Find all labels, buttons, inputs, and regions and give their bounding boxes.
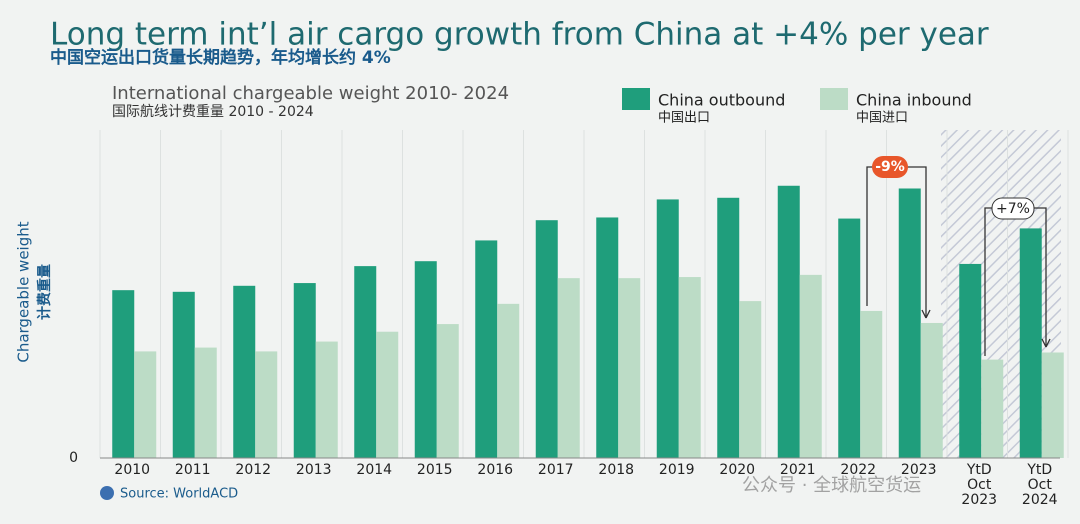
x-tick-label: 2021: [779, 462, 816, 478]
watermark: 公众号 · 全球航空货运: [742, 475, 921, 496]
arrowhead: [921, 309, 931, 319]
badge: [991, 197, 1035, 220]
bar: [112, 290, 135, 458]
legend-label: China inbound: [856, 91, 972, 110]
y-tick-label: 0: [69, 450, 78, 466]
legend-label-zh: 中国进口: [856, 111, 908, 126]
x-tick-label: 2014: [356, 462, 393, 478]
bar: [678, 277, 701, 458]
bar: [739, 301, 762, 458]
x-tick-label: 2015: [416, 462, 453, 478]
x-tick-label: YtD Oct 2024: [1021, 462, 1058, 508]
annotation: -9%: [875, 159, 905, 175]
arrow-2024: [984, 207, 1047, 356]
source: Source: WorldACD: [120, 487, 238, 502]
bar: [656, 199, 679, 458]
bar: [959, 263, 982, 458]
bar: [860, 310, 883, 458]
badge: [872, 156, 908, 178]
annotation: +7%: [996, 201, 1030, 217]
bar: [777, 185, 800, 458]
bar: [134, 351, 157, 458]
bar: [618, 278, 641, 458]
arrows: [866, 166, 1051, 356]
bar: [1041, 352, 1064, 458]
bar: [172, 291, 195, 458]
bar: [920, 322, 943, 458]
bar: [414, 261, 437, 458]
bar: [838, 218, 861, 458]
x-tick-label: 2013: [295, 462, 332, 478]
bar: [799, 274, 822, 458]
legend-label-zh: 中国出口: [658, 111, 710, 126]
bar: [233, 285, 256, 458]
x-tick-label: 2019: [658, 462, 695, 478]
bar: [981, 359, 1004, 458]
source-icon: [100, 486, 114, 500]
x-tick-label: 2012: [235, 462, 272, 478]
bar: [194, 347, 217, 458]
x-tick-label: 2020: [719, 462, 756, 478]
bar: [315, 341, 338, 458]
x-tick-label: 2018: [598, 462, 635, 478]
x-tick-label: 2011: [174, 462, 211, 478]
bar: [475, 240, 498, 458]
legend-label: China outbound: [658, 91, 785, 110]
bar: [596, 217, 619, 458]
x-tick-label: 2023: [900, 462, 937, 478]
chart-subtitle: 国际航线计费重量 2010 - 2024: [112, 104, 314, 120]
y-label-zh: 计费重量: [36, 264, 53, 320]
bar: [354, 266, 377, 458]
legend-swatch: [820, 88, 848, 110]
arrowhead: [1041, 338, 1051, 348]
legend-swatch: [622, 88, 650, 110]
y-label: Chargeable weight: [15, 221, 33, 362]
bar: [293, 283, 316, 458]
bar: [436, 324, 459, 458]
bar: [717, 197, 740, 458]
bar: [898, 188, 921, 458]
x-tick-label: 2016: [477, 462, 514, 478]
x-tick-label: 2010: [114, 462, 151, 478]
x-tick-label: YtD Oct 2023: [961, 462, 998, 508]
title: Long term int’l air cargo growth from Ch…: [50, 17, 989, 53]
bar: [1019, 228, 1042, 458]
bar: [497, 303, 520, 458]
bar: [376, 331, 399, 458]
x-tick-label: 2022: [840, 462, 877, 478]
bar: [255, 351, 278, 458]
x-tick-label: 2017: [537, 462, 574, 478]
bar: [535, 220, 558, 458]
subtitle: 中国空运出口货量长期趋势，年均增长约 4%: [50, 47, 391, 68]
chart-title: International chargeable weight 2010- 20…: [112, 83, 509, 104]
bar: [557, 278, 580, 458]
